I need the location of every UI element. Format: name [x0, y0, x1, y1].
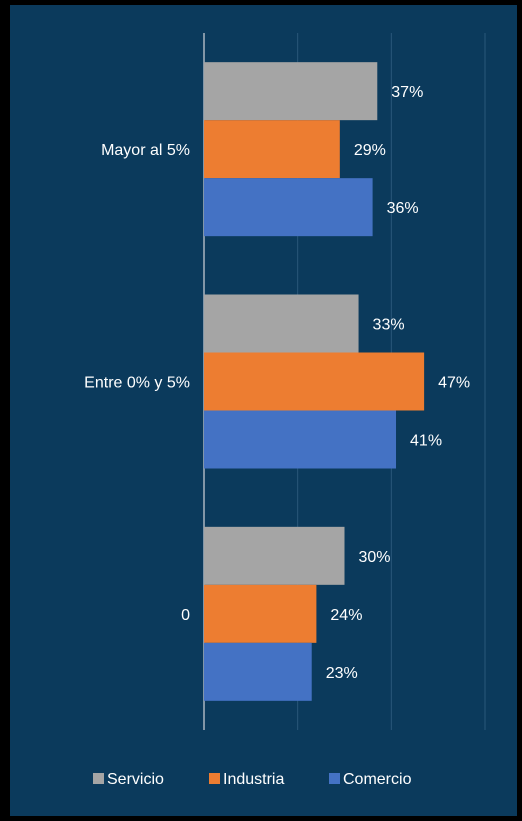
data-label: 33% [373, 317, 405, 334]
bar-servicio-2 [204, 526, 345, 585]
bar-comercio-1 [204, 410, 397, 469]
category-label: 0 [181, 607, 190, 624]
legend: Servicio Industria Comercio [93, 771, 412, 788]
bar-servicio-1 [204, 294, 359, 353]
legend-label-servicio: Servicio [107, 771, 164, 788]
bar-comercio-2 [204, 642, 312, 701]
data-label: 37% [391, 84, 423, 101]
legend-swatch-industria [209, 773, 220, 784]
data-label: 23% [326, 665, 358, 682]
data-label: 24% [330, 607, 362, 624]
legend-swatch-comercio [329, 773, 340, 784]
data-label: 29% [354, 142, 386, 159]
legend-swatch-servicio [93, 773, 104, 784]
data-label: 47% [438, 375, 470, 392]
data-label: 36% [387, 200, 419, 217]
bar-industria-0 [204, 120, 340, 179]
bar-chart: 37% 29% 36% 33% 47% 41% 30% 24% 23% Mayor al 5% E… [10, 5, 517, 816]
category-label: Entre 0% y 5% [84, 375, 190, 392]
bar-comercio-0 [204, 178, 373, 237]
category-label: Mayor al 5% [101, 142, 190, 159]
data-label: 30% [359, 549, 391, 566]
data-label: 41% [410, 433, 442, 450]
bar-servicio-0 [204, 62, 378, 121]
legend-label-comercio: Comercio [343, 771, 412, 788]
legend-label-industria: Industria [223, 771, 284, 788]
bar-industria-1 [204, 352, 425, 411]
bar-industria-2 [204, 584, 317, 643]
